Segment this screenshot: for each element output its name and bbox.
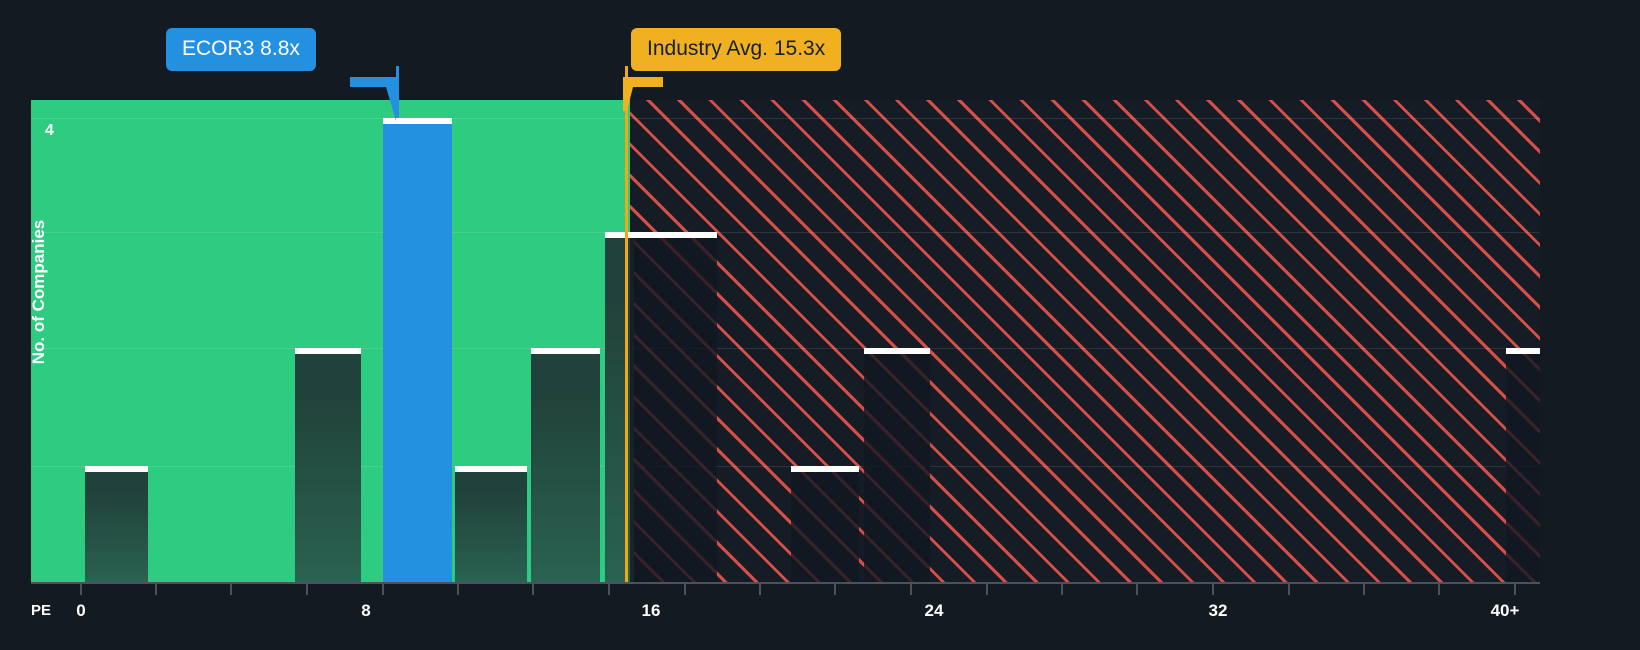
bar-body <box>531 354 600 582</box>
bar-cap <box>455 466 527 472</box>
x-tick <box>608 584 610 595</box>
bar-cap <box>1506 348 1540 354</box>
company-callout-label: ECOR3 8.8x <box>182 37 300 60</box>
bar-cap <box>791 466 859 472</box>
x-tick <box>910 584 912 595</box>
bar-body <box>1506 354 1540 582</box>
bar-bin-4-6 <box>295 348 361 582</box>
bar-body <box>85 472 148 582</box>
industry-callout-tail <box>623 77 663 111</box>
x-tick <box>1212 584 1214 595</box>
bar-bin-12-14 <box>531 348 600 582</box>
x-tick <box>986 584 988 595</box>
x-tick <box>1514 584 1516 595</box>
x-tick <box>306 584 308 595</box>
bar-body <box>630 238 717 582</box>
x-tick <box>80 584 82 595</box>
y-axis-top-value: 4 <box>45 122 55 139</box>
bar-bin-20-22 <box>791 466 859 582</box>
bar-body <box>295 354 361 582</box>
x-tick <box>759 584 761 595</box>
zone-expensive-valuation <box>630 100 1540 582</box>
x-tick-label-40: 40+ <box>1490 601 1520 620</box>
bar-bin-10-12 <box>455 466 527 582</box>
industry-callout-label: Industry Avg. 15.3x <box>647 37 826 60</box>
gridline-2 <box>31 348 1540 349</box>
x-axis-line <box>31 582 1540 584</box>
x-tick <box>382 584 384 595</box>
x-tick <box>834 584 836 595</box>
x-tick-label-0: 0 <box>76 601 86 620</box>
bar-cap <box>864 348 930 354</box>
industry-callout[interactable]: Industry Avg. 15.3x <box>631 28 842 71</box>
bar-cap <box>295 348 361 354</box>
bar-bin-0-2 <box>85 466 148 582</box>
x-tick <box>532 584 534 595</box>
industry-marker-line <box>625 66 628 582</box>
x-tick <box>1363 584 1365 595</box>
bar-bin-14-16 <box>605 232 634 582</box>
bar-cap <box>531 348 600 354</box>
company-callout[interactable]: ECOR3 8.8x <box>166 28 316 71</box>
x-tick-label-16: 16 <box>641 601 661 620</box>
x-tick <box>684 584 686 595</box>
x-tick-label-8: 8 <box>361 601 371 620</box>
hatch-pattern <box>630 100 1540 582</box>
x-tick <box>155 584 157 595</box>
bar-bin-22-24 <box>864 348 930 582</box>
bar-body <box>605 238 634 582</box>
x-tick <box>1061 584 1063 595</box>
bar-bin-16-18 <box>630 232 717 582</box>
bar-cap <box>383 118 452 124</box>
bar-body <box>791 472 859 582</box>
bar-cap <box>630 232 717 238</box>
bar-cap <box>85 466 148 472</box>
x-axis-title: PE <box>31 602 52 619</box>
x-tick <box>1288 584 1290 595</box>
company-marker-line <box>396 66 399 118</box>
x-tick-label-24: 24 <box>924 601 944 620</box>
bar-body <box>455 472 527 582</box>
y-axis-title: No. of Companies <box>29 219 48 365</box>
company-callout-tail <box>350 77 396 121</box>
gridline-1 <box>31 466 1540 467</box>
x-tick <box>457 584 459 595</box>
bar-cap <box>605 232 634 238</box>
plot-area: 4 <box>31 100 1540 582</box>
x-tick <box>230 584 232 595</box>
bar-body <box>383 124 452 582</box>
gridline-4 <box>31 118 1540 119</box>
x-tick <box>1136 584 1138 595</box>
gridline-3 <box>31 232 1540 233</box>
x-tick <box>1438 584 1440 595</box>
bar-bin-8-10-highlight <box>383 118 452 582</box>
bar-bin-40-plus <box>1506 348 1540 582</box>
bar-body <box>864 354 930 582</box>
x-tick-label-32: 32 <box>1208 601 1228 620</box>
